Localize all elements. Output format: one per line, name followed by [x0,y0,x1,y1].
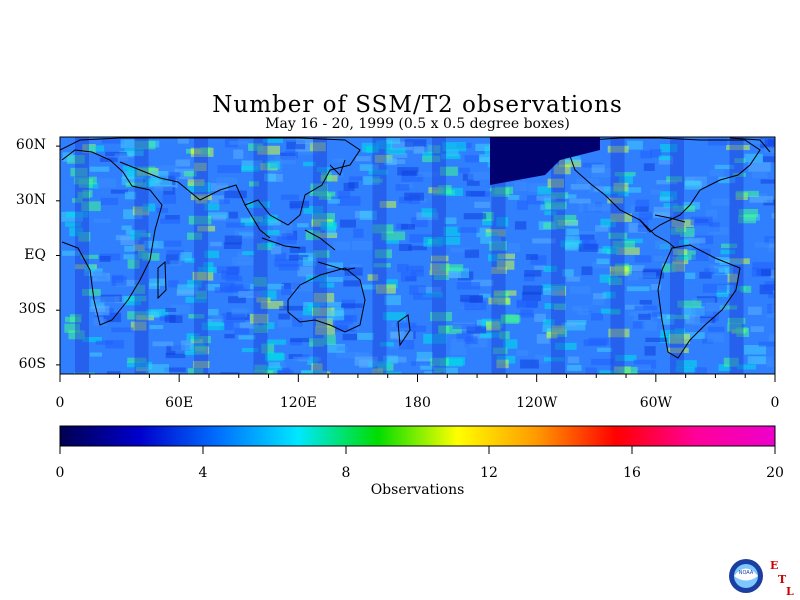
logo-letter-t: T [778,573,787,586]
colorbar-label: 20 [766,465,784,481]
lon-label: 120W [516,395,558,411]
latitude-ticks [56,145,60,366]
colorbar-label: 0 [55,465,65,481]
lon-label: 60W [639,395,672,411]
lon-label: 180 [404,395,431,411]
lat-label: 30N [15,191,46,208]
low-count-region [490,137,600,185]
coastlines [60,137,771,359]
lat-label: 60N [15,137,46,154]
logo-letter-l: L [786,585,794,598]
noaa-logo-icon: NOAA E T L [729,559,794,598]
lat-label: EQ [24,246,46,263]
colorbar-label: 4 [198,465,208,481]
colorbar [59,425,776,447]
lon-label: 60E [165,395,194,411]
logo-agency-text: NOAA [739,570,754,576]
observation-swaths [61,137,775,374]
colorbar-label: 8 [341,465,351,481]
logo-letter-e: E [770,559,778,572]
map-subtitle: May 16 - 20, 1999 (0.5 x 0.5 degree boxe… [265,116,570,132]
longitude-ticks [59,374,776,382]
lon-label: 0 [770,395,780,411]
colorbar-label: 12 [480,465,498,481]
colorbar-ticks [59,446,776,454]
lat-label: 60S [18,355,46,372]
lat-label: 30S [18,301,46,318]
lon-label: 0 [55,395,65,411]
colorbar-title: Observations [370,482,465,498]
lon-label: 120E [279,395,317,411]
colorbar-label: 16 [623,465,641,481]
map-title: Number of SSM/T2 observations [212,92,623,118]
